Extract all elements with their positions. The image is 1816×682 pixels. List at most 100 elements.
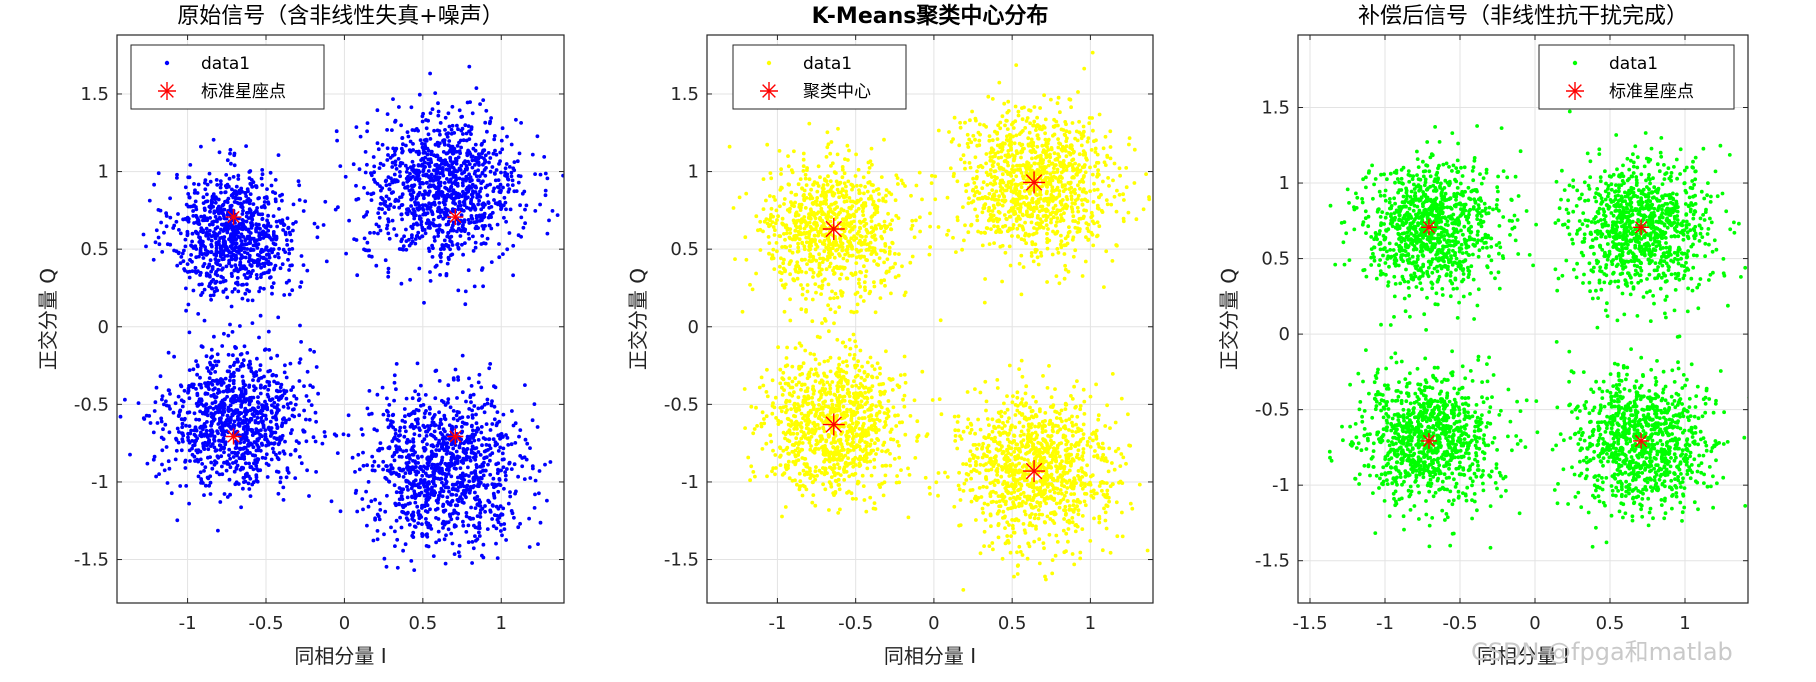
scatter-point <box>238 324 242 328</box>
scatter-point <box>343 174 348 179</box>
scatter-point <box>488 156 493 160</box>
scatter-point <box>248 263 253 267</box>
scatter-point <box>352 237 356 242</box>
scatter-point <box>482 161 487 165</box>
scatter-point <box>793 267 798 272</box>
scatter-point <box>237 246 242 251</box>
scatter-point <box>192 221 197 225</box>
scatter-point <box>869 215 874 220</box>
scatter-point <box>224 173 229 177</box>
scatter-point <box>501 185 505 190</box>
scatter-point <box>788 297 792 302</box>
scatter-point <box>438 431 443 435</box>
scatter-point <box>395 537 400 542</box>
scatter-point <box>460 497 464 502</box>
scatter-point <box>436 215 441 220</box>
scatter-point <box>476 380 481 385</box>
scatter-point <box>868 159 873 164</box>
scatter-point <box>424 221 429 226</box>
scatter-point <box>285 238 289 243</box>
scatter-point <box>530 418 535 423</box>
scatter-point <box>291 221 295 226</box>
scatter-point <box>443 403 448 407</box>
scatter-point <box>446 400 450 405</box>
scatter-point <box>491 151 496 156</box>
scatter-point <box>241 486 245 491</box>
scatter-point <box>207 262 212 267</box>
scatter-point <box>487 437 491 442</box>
scatter-point <box>375 141 380 146</box>
scatter-point <box>153 240 158 245</box>
scatter-point <box>467 407 472 411</box>
scatter-point <box>855 183 859 188</box>
scatter-point <box>365 463 369 468</box>
x-tick-label: 1 <box>496 613 507 634</box>
scatter-point <box>443 477 448 482</box>
scatter-point <box>191 382 196 387</box>
scatter-point <box>296 179 301 184</box>
scatter-point <box>450 104 455 109</box>
scatter-point <box>794 192 799 197</box>
scatter-point <box>218 236 223 241</box>
scatter-point <box>853 174 858 178</box>
scatter-point <box>457 444 462 448</box>
scatter-point <box>183 460 188 464</box>
scatter-point <box>221 389 226 394</box>
scatter-point <box>782 257 786 262</box>
scatter-point <box>332 432 337 437</box>
scatter-point <box>508 494 513 499</box>
scatter-point <box>188 258 193 262</box>
scatter-point <box>478 515 483 519</box>
scatter-point <box>864 248 869 252</box>
scatter-point <box>397 429 402 433</box>
scatter-point <box>417 170 422 175</box>
scatter-point <box>868 240 873 245</box>
scatter-point <box>837 181 842 186</box>
scatter-point <box>835 205 839 210</box>
scatter-point <box>456 378 461 382</box>
scatter-point <box>826 303 830 308</box>
scatter-point <box>211 406 216 411</box>
scatter-point <box>312 349 316 354</box>
scatter-point <box>219 190 223 195</box>
scatter-point <box>825 130 830 135</box>
scatter-point <box>228 492 233 497</box>
scatter-point <box>800 186 805 191</box>
scatter-point <box>233 446 238 450</box>
scatter-point <box>889 192 894 197</box>
scatter-point <box>478 511 483 515</box>
scatter-point <box>767 251 771 256</box>
scatter-point <box>234 184 239 189</box>
scatter-point <box>820 286 824 291</box>
scatter-point <box>406 468 410 472</box>
scatter-point <box>443 127 447 132</box>
scatter-point <box>271 190 275 194</box>
scatter-point <box>253 420 258 425</box>
scatter-point <box>494 526 499 531</box>
scatter-point <box>456 375 460 379</box>
scatter-point <box>737 195 742 200</box>
scatter-point <box>411 207 416 212</box>
scatter-point <box>202 318 207 323</box>
scatter-point <box>222 445 227 450</box>
scatter-point <box>248 169 253 173</box>
scatter-point <box>401 475 406 479</box>
scatter-point <box>433 142 438 147</box>
scatter-point <box>838 190 843 195</box>
scatter-point <box>840 165 845 169</box>
scatter-point <box>392 450 397 455</box>
scatter-point <box>279 221 283 225</box>
scatter-point <box>441 400 446 405</box>
scatter-point <box>353 470 357 474</box>
scatter-point <box>236 289 241 294</box>
scatter-point <box>861 219 866 224</box>
scatter-point <box>481 149 485 154</box>
scatter-point <box>206 476 211 481</box>
scatter-point <box>446 111 451 116</box>
scatter-point <box>910 218 915 223</box>
scatter-point <box>849 236 854 241</box>
scatter-point <box>180 425 185 430</box>
scatter-point <box>482 202 486 207</box>
scatter-point <box>123 397 127 402</box>
scatter-point <box>416 163 421 168</box>
